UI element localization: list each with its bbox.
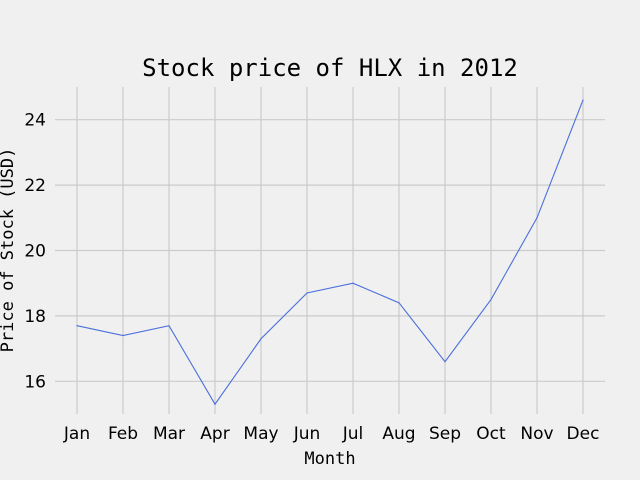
y-tick-label: 16 [24,372,46,392]
grid [55,87,605,414]
y-tick-label: 20 [24,242,46,262]
data-point [398,302,400,304]
x-tick-label: Nov [520,424,553,444]
series-line [76,99,584,406]
data-point [122,334,124,337]
x-tick-label: Jun [293,424,321,444]
data-point [76,325,78,327]
data-point [168,325,170,327]
x-tick-label: Jan [63,424,90,444]
data-point [490,298,492,301]
series-layer [76,99,584,406]
x-tick-label: Apr [200,424,229,444]
chart-title: Stock price of HLX in 2012 [142,54,518,82]
x-tick-label: Oct [476,424,506,444]
x-tick-label: Aug [382,424,415,444]
data-point [306,292,308,294]
y-axis-label: Price of Stock (USD) [0,148,18,353]
x-tick-label: Jul [342,424,364,444]
x-tick-label: Feb [108,424,138,444]
data-point [352,282,354,284]
data-point [214,403,216,405]
y-tick-label: 24 [24,111,46,131]
y-tick-label: 22 [24,176,46,196]
tick-labels: Jan Feb Mar Apr May Jun Jul Aug Sep Oct Nov Dec 16 18… [24,111,599,444]
y-tick-label: 18 [24,307,46,327]
x-axis-label: Month [304,449,355,469]
data-point [260,338,262,340]
x-tick-label: Mar [153,424,185,444]
x-tick-label: Dec [567,424,600,444]
x-tick-label: Sep [429,424,461,444]
data-point [582,99,584,101]
x-tick-label: May [243,424,278,444]
data-point [536,217,538,219]
data-point [444,361,446,363]
